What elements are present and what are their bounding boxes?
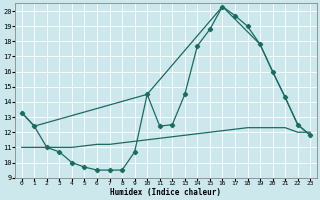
X-axis label: Humidex (Indice chaleur): Humidex (Indice chaleur): [110, 188, 221, 197]
